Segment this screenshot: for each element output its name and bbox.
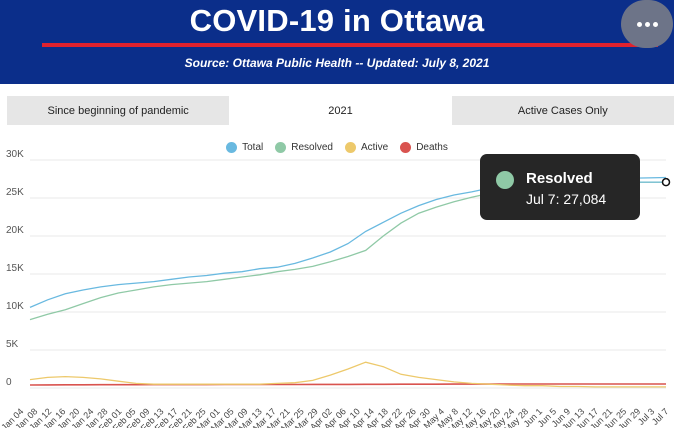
y-tick-label: 5K (6, 339, 19, 350)
title-underline (42, 43, 658, 47)
more-horizontal-icon (652, 21, 658, 27)
tooltip-series-dot (496, 171, 514, 189)
tab-2021[interactable]: 2021 (229, 96, 452, 125)
tab-bar: Since beginning of pandemic 2021 Active … (7, 96, 674, 125)
y-tick-label: 15K (6, 263, 24, 274)
more-horizontal-icon (636, 21, 642, 27)
y-tick-label: 25K (6, 187, 24, 198)
chart-tooltip: Resolved Jul 7: 27,084 (480, 154, 640, 220)
more-horizontal-icon (644, 21, 650, 27)
tooltip-series-name: Resolved (526, 170, 593, 187)
legend-label: Total (242, 141, 264, 153)
header-bar: COVID-19 in Ottawa Source: Ottawa Public… (0, 0, 674, 84)
tab-since-beginning[interactable]: Since beginning of pandemic (47, 104, 189, 117)
page-subtitle: Source: Ottawa Public Health -- Updated:… (184, 56, 490, 70)
y-tick-label: 30K (6, 150, 24, 160)
y-tick-label: 20K (6, 225, 24, 236)
legend-label: Deaths (416, 141, 448, 153)
legend-item-resolved[interactable]: Resolved (275, 141, 333, 153)
chart-legend: Total Resolved Active Deaths (0, 139, 674, 155)
legend-dot (344, 141, 356, 153)
tooltip-value: Jul 7: 27,084 (526, 191, 607, 207)
legend-item-active[interactable]: Active (344, 141, 389, 153)
legend-label: Active (360, 141, 389, 153)
legend-dot (400, 141, 412, 153)
legend-dot (226, 141, 238, 153)
y-tick-label: 0 (6, 377, 12, 388)
series-line-active (29, 361, 666, 388)
legend-item-total[interactable]: Total (226, 141, 264, 153)
page-title: COVID-19 in Ottawa (189, 3, 485, 38)
tab-active-cases-only[interactable]: Active Cases Only (517, 104, 608, 117)
legend-label: Resolved (291, 141, 333, 153)
series-line-deaths (29, 383, 666, 386)
legend-item-deaths[interactable]: Deaths (400, 141, 448, 153)
y-tick-label: 10K (6, 301, 24, 312)
legend-dot (275, 141, 287, 153)
x-tick-label: Jul 7 (650, 406, 671, 427)
hover-point (661, 177, 671, 187)
more-menu-button[interactable] (621, 0, 673, 48)
